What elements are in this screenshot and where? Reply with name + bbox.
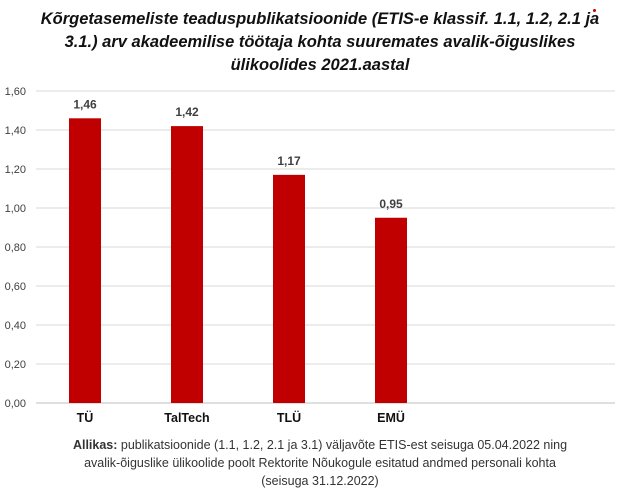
source-label: Allikas:	[72, 438, 118, 452]
bar	[273, 174, 305, 403]
bar	[375, 217, 407, 403]
category-label: TÜ	[77, 410, 94, 425]
y-tick-label: 0,20	[5, 359, 26, 371]
decorative-dot	[593, 9, 596, 12]
bar	[171, 126, 203, 403]
data-label: 1,17	[277, 154, 301, 168]
y-tick-label: 1,40	[5, 125, 26, 137]
category-label: EMÜ	[377, 410, 405, 425]
y-tick-label: 1,00	[5, 203, 26, 215]
bar	[69, 118, 101, 404]
y-tick-label: 1,20	[5, 164, 26, 176]
y-tick-label: 0,80	[5, 242, 26, 254]
source-note: Allikas: publikatsioonide (1.1, 1.2, 2.1…	[60, 436, 580, 490]
chart-title: Kõrgetasemeliste teaduspublikatsioonide …	[40, 10, 600, 74]
y-tick-label: 0,00	[5, 398, 26, 410]
data-label: 1,46	[73, 97, 97, 111]
y-tick-label: 1,60	[5, 86, 26, 98]
source-text: publikatsioonide (1.1, 1.2, 2.1 ja 3.1) …	[84, 438, 568, 488]
category-label: TLÜ	[277, 410, 301, 425]
data-label: 1,42	[175, 105, 199, 119]
category-label: TalTech	[164, 411, 209, 425]
y-tick-label: 0,60	[5, 281, 26, 293]
data-label: 0,95	[379, 197, 403, 211]
y-tick-label: 0,40	[5, 320, 26, 332]
